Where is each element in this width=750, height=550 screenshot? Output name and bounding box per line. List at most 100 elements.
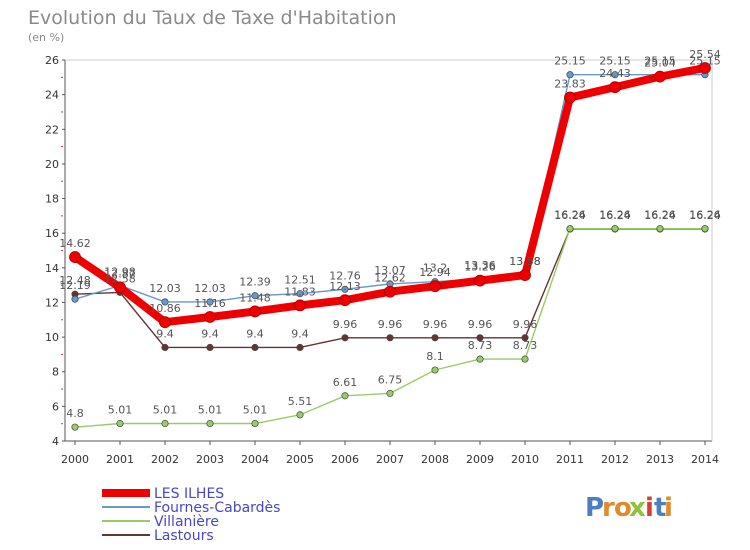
data-label-1: 25.15 bbox=[644, 55, 676, 68]
data-label-1: 13.36 bbox=[464, 259, 496, 272]
y-tick-label: 18 bbox=[45, 193, 59, 206]
series-point-2 bbox=[521, 355, 529, 363]
x-tick-label: 2012 bbox=[601, 453, 629, 466]
y-tick-label: 6 bbox=[52, 400, 59, 413]
data-label-0: 24.43 bbox=[599, 67, 631, 80]
data-label-2: 6.61 bbox=[333, 376, 358, 389]
data-label-3: 9.4 bbox=[156, 327, 174, 340]
data-label-2: 16.26 bbox=[599, 209, 631, 222]
series-point-3 bbox=[206, 343, 214, 352]
logo-letter: o bbox=[614, 493, 632, 523]
data-label-3: 9.96 bbox=[378, 318, 403, 331]
series-point-2 bbox=[656, 225, 664, 233]
data-label-0: 12.87 bbox=[104, 267, 136, 280]
data-label-1: 12.51 bbox=[284, 274, 316, 287]
data-label-2: 5.01 bbox=[108, 404, 133, 417]
series-point-0 bbox=[114, 281, 126, 294]
data-label-2: 16.26 bbox=[554, 209, 586, 222]
series-point-1 bbox=[161, 298, 169, 306]
data-label-3: 12.48 bbox=[59, 274, 91, 287]
series-point-0 bbox=[339, 294, 351, 307]
data-label-1: 12.98 bbox=[104, 265, 136, 278]
legend-label-2: Villanière bbox=[154, 514, 219, 530]
series-point-2 bbox=[341, 392, 349, 400]
data-label-2: 6.75 bbox=[378, 373, 403, 386]
data-label-3: 9.96 bbox=[423, 318, 448, 331]
y-tick-label: 12 bbox=[45, 296, 59, 309]
x-tick-label: 2007 bbox=[376, 453, 404, 466]
series-point-3 bbox=[386, 334, 394, 342]
data-label-2: 16.26 bbox=[689, 209, 721, 222]
data-label-1: 12.76 bbox=[329, 269, 361, 282]
series-point-3 bbox=[431, 334, 439, 342]
series-point-0 bbox=[384, 285, 396, 298]
series-point-3 bbox=[161, 343, 169, 352]
logo-letter: i bbox=[664, 493, 673, 523]
logo-letter: i bbox=[645, 493, 654, 523]
x-tick-label: 2006 bbox=[331, 453, 359, 466]
data-label-0: 25.04 bbox=[644, 57, 676, 70]
data-label-3: 9.4 bbox=[291, 327, 309, 340]
series-point-2 bbox=[431, 366, 439, 374]
legend-label-3: Lastours bbox=[154, 528, 214, 544]
series-point-0 bbox=[474, 274, 486, 287]
data-label-3: 9.96 bbox=[468, 318, 493, 331]
data-label-3: 9.4 bbox=[201, 327, 219, 340]
data-label-1: 12.19 bbox=[59, 279, 91, 292]
series-point-2 bbox=[296, 411, 304, 419]
series-point-1 bbox=[206, 298, 214, 306]
series-point-3 bbox=[296, 343, 304, 352]
data-label-0: 11.16 bbox=[194, 297, 226, 310]
logo-letter: r bbox=[602, 493, 615, 523]
logo-letter: x bbox=[629, 493, 646, 523]
x-tick-label: 2001 bbox=[106, 453, 134, 466]
data-label-2: 8.73 bbox=[468, 339, 493, 352]
y-tick-label: 14 bbox=[45, 262, 59, 275]
x-tick-label: 2003 bbox=[196, 453, 224, 466]
series-point-1 bbox=[296, 290, 304, 298]
series-point-0 bbox=[204, 311, 216, 323]
x-tick-label: 2004 bbox=[241, 453, 269, 466]
legend: LES ILHESFournes-CabardèsVillanièreLasto… bbox=[102, 486, 280, 544]
data-label-1: 13.07 bbox=[374, 264, 406, 277]
series-point-2 bbox=[701, 225, 709, 233]
data-label-2: 5.01 bbox=[153, 404, 178, 417]
data-label-1: 25.15 bbox=[689, 55, 721, 68]
series-point-0 bbox=[294, 299, 306, 312]
series-point-0 bbox=[609, 81, 621, 94]
data-label-1: 12.03 bbox=[194, 282, 226, 295]
x-tick-label: 2009 bbox=[466, 453, 494, 466]
chart-title: Evolution du Taux de Taxe d'Habitation bbox=[28, 7, 397, 29]
data-label-3: 12.58 bbox=[104, 272, 136, 285]
series-point-2 bbox=[161, 419, 169, 428]
series-point-3 bbox=[341, 334, 349, 342]
y-tick-label: 20 bbox=[45, 158, 59, 171]
data-label-1: 13.2 bbox=[423, 262, 448, 275]
data-label-2: 8.1 bbox=[426, 350, 444, 363]
data-label-3: 16.24 bbox=[599, 209, 631, 222]
y-tick-label: 8 bbox=[52, 366, 59, 379]
data-label-0: 25.54 bbox=[689, 48, 721, 61]
data-label-2: 5.51 bbox=[288, 395, 313, 408]
x-tick-label: 2011 bbox=[556, 453, 584, 466]
axes: 4 6 8 10 12 14 16 18 20 22 24 26 2000 2001 2002 2003 200… bbox=[45, 54, 719, 466]
data-label-1: 13.58 bbox=[509, 255, 541, 268]
proxiti-logo: Pr ox i ti bbox=[585, 493, 673, 523]
logo-letter: P bbox=[585, 493, 604, 523]
data-label-0: 13.58 bbox=[509, 255, 541, 268]
series-point-1 bbox=[611, 71, 619, 79]
data-label-1: 25.15 bbox=[599, 55, 631, 68]
series-point-0 bbox=[69, 251, 81, 263]
y-tick-label: 26 bbox=[45, 54, 59, 67]
series-point-1 bbox=[71, 295, 79, 303]
series-point-0 bbox=[519, 269, 531, 281]
data-label-0: 11.48 bbox=[239, 291, 271, 304]
data-label-0: 11.83 bbox=[284, 285, 316, 298]
data-label-3: 16.24 bbox=[554, 209, 586, 222]
data-label-3: 16.24 bbox=[644, 209, 676, 222]
data-label-0: 10.86 bbox=[149, 302, 181, 315]
series-point-0 bbox=[654, 70, 666, 83]
x-tick-label: 2000 bbox=[61, 453, 89, 466]
series-point-0 bbox=[699, 62, 711, 74]
